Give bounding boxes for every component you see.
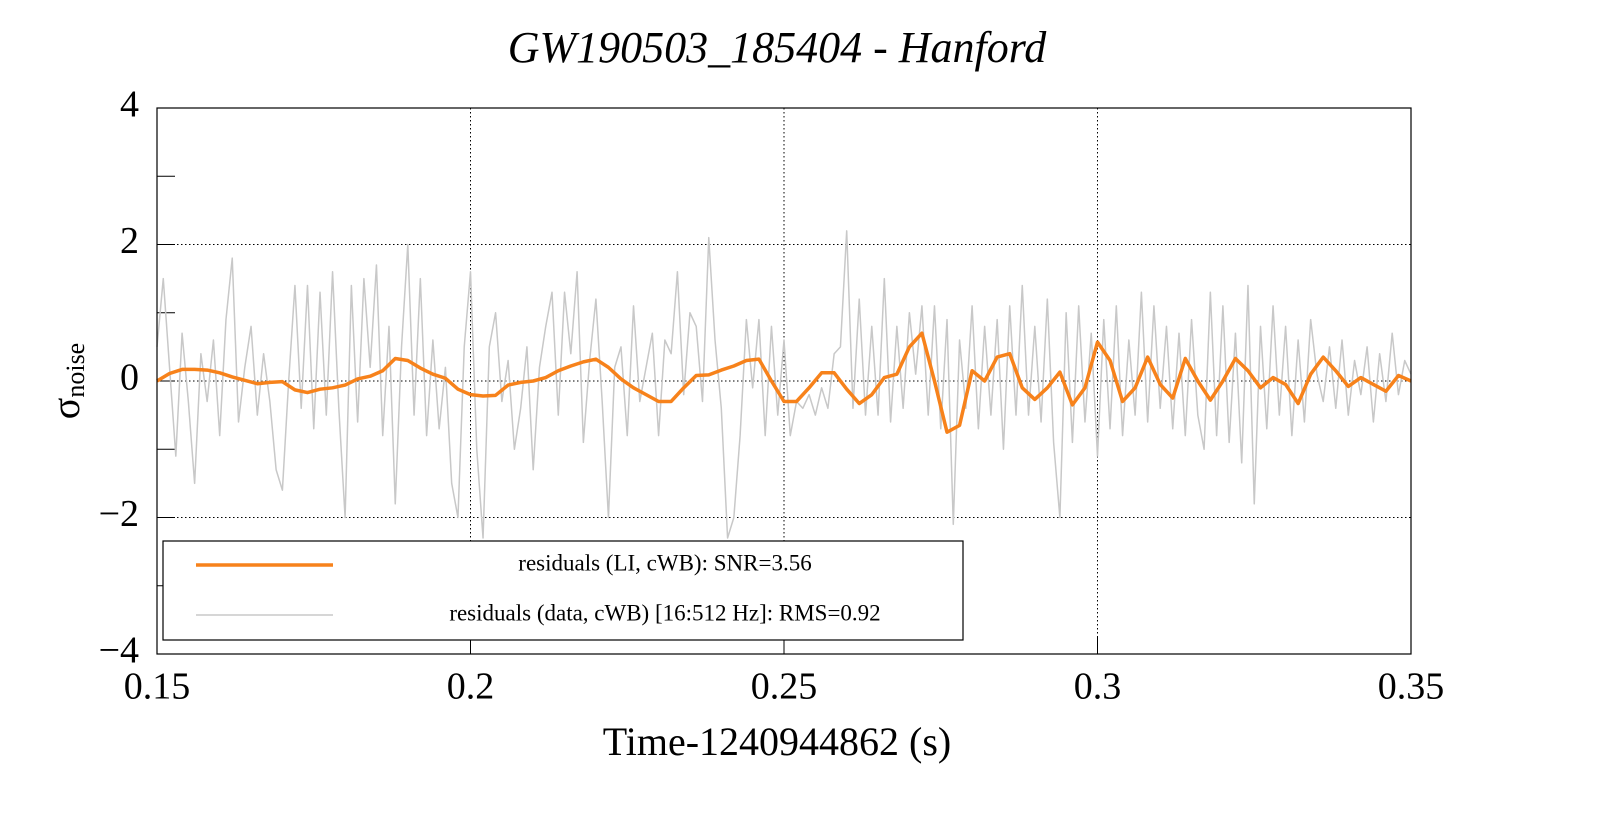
chart-title: GW190503_185404 - Hanford (508, 23, 1048, 72)
y-tick-label: 2 (120, 220, 139, 262)
series-line (156, 331, 1412, 434)
x-tick-label: 0.15 (124, 666, 191, 708)
y-tick-label: 0 (120, 357, 139, 399)
x-tick-label: 0.25 (751, 666, 818, 708)
y-tick-label: −2 (99, 493, 139, 535)
y-axis-subscript: noise (61, 343, 90, 398)
x-axis-label: Time-1240944862 (s) (603, 719, 952, 764)
y-axis-symbol: σ (43, 398, 88, 420)
legend-label: residuals (LI, cWB): SNR=3.56 (518, 550, 811, 575)
y-tick-label: 4 (120, 84, 139, 126)
x-tick-label: 0.3 (1074, 666, 1122, 708)
x-tick-label: 0.2 (447, 666, 495, 708)
series-line (156, 230, 1412, 539)
y-axis-label: σnoise (43, 343, 90, 419)
plot-frame (156, 107, 1412, 655)
legend-box (162, 540, 964, 641)
y-tick-label: −4 (99, 630, 139, 672)
x-tick-label: 0.35 (1378, 666, 1445, 708)
legend-label: residuals (data, cWB) [16:512 Hz]: RMS=0… (449, 600, 880, 625)
